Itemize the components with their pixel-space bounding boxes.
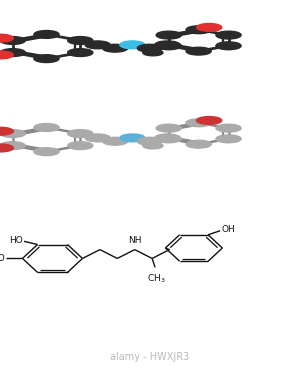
Circle shape <box>68 36 93 45</box>
Circle shape <box>155 134 180 142</box>
Circle shape <box>0 51 13 59</box>
Circle shape <box>34 31 59 38</box>
Circle shape <box>156 31 182 39</box>
Circle shape <box>156 135 182 143</box>
Text: HO: HO <box>0 254 4 263</box>
Circle shape <box>34 55 59 63</box>
Text: NH: NH <box>128 236 142 245</box>
Circle shape <box>216 124 241 132</box>
Circle shape <box>34 148 59 156</box>
Circle shape <box>120 41 145 49</box>
Circle shape <box>137 44 163 52</box>
Circle shape <box>137 137 163 145</box>
Circle shape <box>0 49 25 56</box>
Circle shape <box>0 34 13 42</box>
Circle shape <box>156 42 182 50</box>
Circle shape <box>156 124 182 132</box>
Circle shape <box>68 142 93 149</box>
Text: OH: OH <box>221 226 235 234</box>
Circle shape <box>34 124 59 131</box>
Circle shape <box>196 117 222 124</box>
Text: alamy - HWXJR3: alamy - HWXJR3 <box>110 353 190 362</box>
Circle shape <box>120 134 145 142</box>
Circle shape <box>143 50 163 56</box>
Circle shape <box>103 44 128 52</box>
Circle shape <box>0 127 13 135</box>
Circle shape <box>186 119 211 127</box>
Circle shape <box>0 36 25 45</box>
Text: CH$_3$: CH$_3$ <box>147 272 166 284</box>
Circle shape <box>216 31 241 39</box>
Circle shape <box>0 144 13 152</box>
Circle shape <box>186 26 211 33</box>
Circle shape <box>186 140 211 148</box>
Circle shape <box>0 142 25 149</box>
Circle shape <box>103 137 128 145</box>
Circle shape <box>143 143 163 149</box>
Circle shape <box>85 41 110 49</box>
Circle shape <box>196 24 222 31</box>
Circle shape <box>216 135 241 143</box>
Circle shape <box>85 134 110 142</box>
Circle shape <box>68 49 93 56</box>
Circle shape <box>216 42 241 50</box>
Circle shape <box>0 130 25 137</box>
Circle shape <box>186 47 211 55</box>
Text: HO: HO <box>9 236 22 245</box>
Circle shape <box>68 130 93 137</box>
Circle shape <box>155 41 180 49</box>
